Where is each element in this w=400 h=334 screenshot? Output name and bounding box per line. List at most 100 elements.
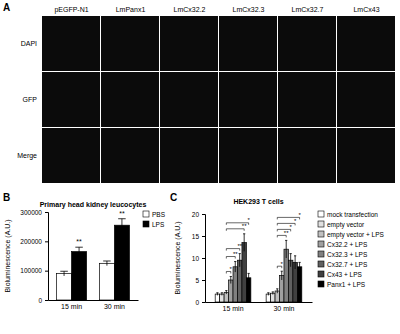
y-tick-label: 5 (195, 277, 199, 284)
y-tick: 20 (192, 211, 205, 218)
y-tick: 5 (195, 277, 205, 284)
plot-area (57, 219, 130, 300)
y-tick-mark (45, 300, 48, 301)
error-cap (118, 218, 126, 219)
bar (72, 252, 87, 300)
micrograph (160, 128, 218, 183)
y-tick: 200000 (20, 238, 48, 245)
micrograph (219, 128, 277, 183)
significance-label: * (247, 217, 250, 223)
error-line (239, 254, 240, 267)
error-line (281, 271, 282, 280)
error-cap (225, 290, 227, 291)
error-bar (267, 293, 269, 296)
y-tick-mark (202, 258, 205, 259)
error-line (277, 289, 278, 293)
column-header: LmCx32.3 (233, 6, 265, 13)
y-tick-label: 10 (192, 255, 200, 262)
significance-label: * (298, 212, 301, 218)
legend-swatch (143, 211, 149, 217)
x-axis: 15 min30 min (206, 302, 313, 312)
figure: ApEGFP-N1LmPanx1LmCx32.2LmCx32.3LmCx32.7… (0, 0, 400, 334)
error-cap (75, 247, 83, 248)
error-bar (225, 291, 227, 295)
error-bar (281, 271, 283, 280)
error-bar (221, 293, 223, 296)
micrograph (219, 16, 277, 71)
error-line (217, 293, 218, 296)
x-tick-label: 30 min (273, 305, 294, 312)
error-line (290, 254, 291, 267)
legend-label: empty vector (327, 221, 365, 229)
legend-swatch (318, 231, 324, 237)
plot-area (215, 234, 302, 302)
error-bar (230, 276, 232, 283)
legend-swatch (318, 271, 324, 277)
error-cap (103, 260, 111, 261)
micrograph (278, 128, 336, 183)
y-tick: 15 (192, 233, 205, 240)
y-axis: 05101520 (192, 211, 206, 306)
legend-label: mock transfection (327, 211, 378, 218)
error-bar (216, 293, 218, 296)
error-bar (239, 254, 241, 267)
y-axis: 0100000200000300000 (20, 209, 48, 304)
error-bar (234, 262, 236, 273)
column-header: LmCx43 (353, 6, 379, 13)
error-cap (285, 240, 287, 241)
error-cap (272, 291, 274, 292)
error-line (299, 262, 300, 271)
y-axis-title: Bioluminescence (A.U.) (4, 219, 12, 292)
panel-label: A (3, 2, 10, 13)
micrograph (101, 16, 159, 71)
significance-label: ** (284, 230, 289, 236)
error-line (286, 240, 287, 258)
y-tick: 100000 (20, 267, 48, 274)
error-line (226, 291, 227, 295)
error-cap (230, 276, 232, 277)
y-tick: 10 (192, 255, 205, 262)
micrograph (278, 72, 336, 127)
significance-label: ** (119, 210, 125, 217)
micrograph (219, 72, 277, 127)
micrograph (337, 16, 395, 71)
legend-label: empty vector + LPS (327, 231, 385, 239)
error-cap (60, 271, 67, 272)
bar (242, 243, 246, 302)
significance-label: ** (76, 238, 82, 245)
error-bar (243, 234, 245, 252)
column-header: LmCx32.2 (174, 6, 206, 13)
legend-swatch (318, 251, 324, 257)
y-tick-mark (45, 241, 48, 242)
significance-label: ** (242, 223, 247, 229)
x-tick: 30 min (104, 300, 125, 310)
error-cap (281, 271, 283, 272)
error-line (64, 271, 65, 276)
error-cap (248, 273, 250, 274)
error-line (295, 256, 296, 269)
y-tick: 300000 (20, 209, 48, 216)
y-axis-line (45, 213, 49, 301)
error-bar (103, 261, 111, 266)
bar (297, 267, 301, 302)
error-line (221, 293, 222, 296)
y-tick-label: 300000 (20, 209, 42, 216)
bar (271, 293, 275, 302)
legend-label: Panx1 + LPS (327, 281, 366, 288)
significance-bracket (226, 223, 248, 225)
error-bar (298, 262, 300, 271)
y-tick-label: 100000 (20, 267, 42, 274)
legend-swatch (318, 221, 324, 227)
error-cap (267, 292, 269, 293)
y-axis-title: Bioluminescence (A.U.) (174, 221, 182, 294)
error-bar (60, 271, 67, 276)
panel-label: B (3, 192, 10, 203)
legend-label: Cx43 + LPS (327, 271, 363, 278)
micrograph (101, 72, 159, 127)
significance-label: ** (233, 251, 238, 257)
micrograph (42, 16, 100, 71)
error-bar (118, 219, 126, 232)
micrograph (42, 72, 100, 127)
significance-label: * (294, 218, 297, 224)
micrograph (101, 128, 159, 183)
